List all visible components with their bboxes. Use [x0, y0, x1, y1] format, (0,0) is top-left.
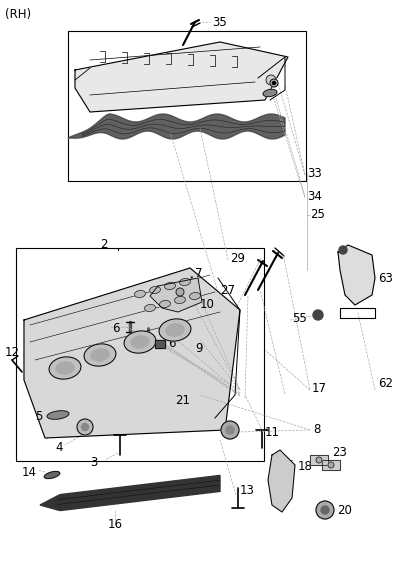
Text: 13: 13 [240, 484, 255, 496]
Circle shape [316, 501, 334, 519]
Circle shape [77, 419, 93, 435]
Ellipse shape [159, 319, 191, 341]
Ellipse shape [160, 301, 170, 307]
Text: 2: 2 [100, 237, 108, 251]
Circle shape [316, 457, 322, 463]
Ellipse shape [166, 324, 184, 336]
Ellipse shape [91, 349, 109, 361]
Polygon shape [338, 245, 375, 305]
Ellipse shape [131, 336, 149, 348]
Circle shape [226, 426, 234, 434]
Ellipse shape [164, 282, 176, 289]
Circle shape [270, 79, 278, 87]
Text: 17: 17 [312, 381, 327, 394]
Text: 8: 8 [313, 422, 320, 435]
Polygon shape [68, 114, 285, 139]
Ellipse shape [44, 471, 60, 479]
Text: 16: 16 [108, 518, 123, 531]
Polygon shape [150, 278, 202, 312]
Text: 6: 6 [112, 321, 120, 334]
Circle shape [339, 246, 347, 254]
Ellipse shape [134, 291, 146, 297]
Text: (RH): (RH) [5, 7, 31, 21]
Text: 29: 29 [230, 251, 245, 264]
Circle shape [272, 81, 276, 85]
Ellipse shape [174, 296, 186, 304]
Text: 7: 7 [195, 266, 202, 279]
Text: 35: 35 [212, 16, 227, 29]
Polygon shape [75, 42, 288, 112]
Text: 12: 12 [5, 346, 20, 358]
Circle shape [82, 424, 88, 430]
Text: 62: 62 [378, 376, 393, 389]
Polygon shape [268, 450, 295, 512]
Text: 23: 23 [332, 445, 347, 458]
Text: 33: 33 [307, 167, 322, 180]
Polygon shape [40, 475, 220, 511]
Bar [16, 248, 264, 461]
Text: 34: 34 [307, 190, 322, 203]
Bar [155, 340, 165, 348]
Ellipse shape [263, 89, 277, 96]
Bar [322, 460, 340, 470]
Text: 10: 10 [200, 297, 215, 310]
Text: 20: 20 [337, 504, 352, 517]
Bar [310, 455, 328, 465]
Bar [322, 460, 340, 470]
Text: 18: 18 [298, 459, 313, 472]
Text: 63: 63 [378, 272, 393, 284]
Text: 55: 55 [292, 311, 307, 324]
Ellipse shape [180, 278, 190, 286]
Ellipse shape [49, 357, 81, 379]
Text: 4: 4 [55, 440, 62, 453]
Circle shape [221, 421, 239, 439]
Circle shape [328, 462, 334, 468]
Ellipse shape [190, 292, 200, 300]
Bar [68, 31, 306, 181]
Ellipse shape [56, 362, 74, 374]
Polygon shape [24, 268, 240, 438]
Ellipse shape [144, 305, 156, 311]
Ellipse shape [150, 287, 160, 293]
Circle shape [176, 288, 184, 296]
Ellipse shape [124, 331, 156, 353]
Text: 3: 3 [90, 456, 97, 468]
Ellipse shape [84, 344, 116, 366]
Text: 25: 25 [310, 208, 325, 220]
Circle shape [313, 310, 323, 320]
Text: 14: 14 [22, 466, 37, 479]
Text: 6: 6 [168, 337, 176, 350]
Text: 9: 9 [195, 342, 202, 355]
Circle shape [321, 506, 329, 514]
Text: 11: 11 [265, 425, 280, 439]
Circle shape [266, 75, 276, 85]
Bar [155, 340, 165, 348]
Text: 5: 5 [35, 410, 42, 422]
Text: 27: 27 [220, 283, 235, 297]
Text: 21: 21 [175, 393, 190, 407]
Ellipse shape [47, 411, 69, 419]
Bar [310, 455, 328, 465]
